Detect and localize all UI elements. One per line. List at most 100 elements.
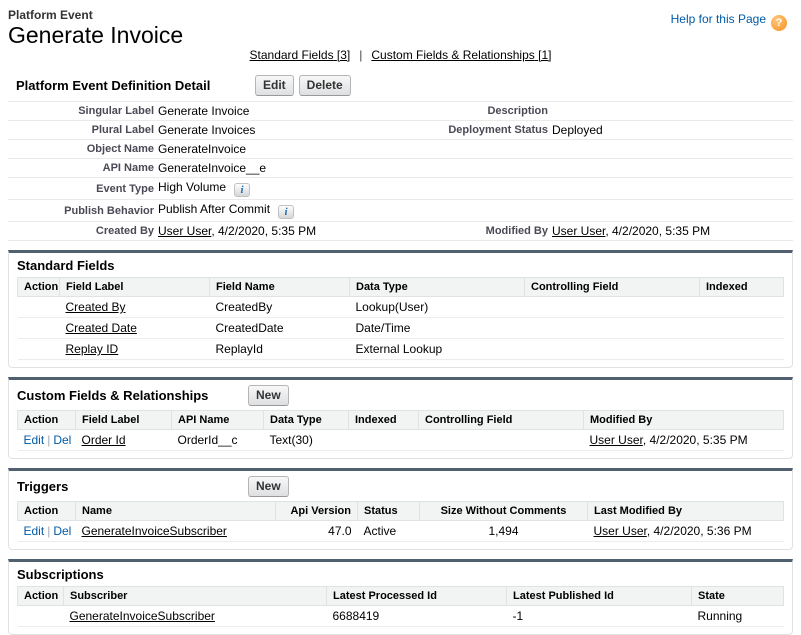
- event-type-value: High Volume: [158, 180, 227, 194]
- field-value: Deployed: [550, 120, 793, 140]
- column-header-subscriber: Subscriber: [63, 586, 327, 606]
- modified-by-timestamp: , 4/2/2020, 5:35 PM: [642, 433, 748, 447]
- section-title: Standard Fields: [17, 258, 115, 273]
- field-value: [550, 158, 793, 178]
- field-label: Event Type: [8, 177, 156, 200]
- page-header: Platform Event Generate Invoice Help for…: [0, 0, 801, 48]
- controlling-field-cell: [524, 317, 700, 339]
- column-header-modified-by: Modified By: [583, 410, 784, 430]
- detail-row: Publish Behavior Publish After Commit i: [8, 199, 793, 222]
- detail-row: Created By User User, 4/2/2020, 5:35 PM …: [8, 221, 793, 241]
- triggers-header: Triggers New: [9, 471, 792, 501]
- column-header-latest-processed-id: Latest Processed Id: [326, 586, 507, 606]
- field-label: [406, 139, 550, 159]
- subscriber-link[interactable]: GenerateInvoiceSubscriber: [69, 609, 215, 623]
- field-value: GenerateInvoice__e: [156, 158, 406, 178]
- data-type-cell: External Lookup: [349, 338, 525, 360]
- size-without-comments-cell: 1,494: [419, 520, 588, 542]
- field-label-link[interactable]: Replay ID: [65, 342, 119, 356]
- modified-by-user-link[interactable]: User User: [552, 224, 606, 238]
- delete-button[interactable]: Delete: [298, 75, 351, 96]
- detail-row: Singular Label Generate Invoice Descript…: [8, 101, 793, 121]
- indexed-cell: [699, 317, 784, 339]
- help-icon[interactable]: ?: [771, 15, 787, 31]
- custom-fields-header: Custom Fields & Relationships New: [9, 380, 792, 410]
- field-label-link[interactable]: Order Id: [81, 433, 126, 447]
- help-for-this-page-link[interactable]: Help for this Page?: [671, 12, 787, 31]
- link-count: [3]: [336, 48, 351, 62]
- field-label: Object Name: [8, 139, 156, 159]
- edit-link[interactable]: Edit: [23, 524, 45, 538]
- column-header-action: Action: [17, 586, 64, 606]
- indexed-cell: [699, 338, 784, 360]
- created-by-user-link[interactable]: User User: [158, 224, 212, 238]
- field-value: Generate Invoices: [156, 120, 406, 140]
- last-modified-by-cell: User User, 4/2/2020, 5:36 PM: [587, 520, 784, 542]
- last-modified-user-link[interactable]: User User: [593, 524, 647, 538]
- publish-behavior-value: Publish After Commit: [158, 202, 271, 216]
- controlling-field-cell: [418, 429, 584, 451]
- field-label: Plural Label: [8, 120, 156, 140]
- link-label: Standard Fields: [249, 48, 334, 62]
- table-header-row: Action Name Api Version Status Size With…: [17, 501, 784, 521]
- section-title: Custom Fields & Relationships: [17, 388, 209, 403]
- table-row: Replay ID ReplayId External Lookup: [17, 338, 784, 360]
- column-header-field-name: Field Name: [209, 277, 350, 297]
- custom-fields-table: Action Field Label API Name Data Type In…: [17, 410, 784, 451]
- indexed-cell: [348, 429, 419, 451]
- section-title: Subscriptions: [17, 567, 104, 582]
- info-icon[interactable]: i: [234, 183, 251, 197]
- created-by-timestamp: , 4/2/2020, 5:35 PM: [211, 224, 317, 238]
- modified-by-user-link[interactable]: User User: [589, 433, 643, 447]
- column-header-indexed: Indexed: [348, 410, 419, 430]
- standard-fields-jump-link[interactable]: Standard Fields [3]: [250, 48, 351, 62]
- new-custom-field-button[interactable]: New: [248, 385, 289, 406]
- detail-section-title: Platform Event Definition Detail: [16, 78, 211, 93]
- edit-button[interactable]: Edit: [255, 75, 294, 96]
- del-link[interactable]: Del: [53, 433, 72, 447]
- custom-fields-section: Custom Fields & Relationships New Action…: [8, 377, 793, 459]
- column-header-data-type: Data Type: [349, 277, 525, 297]
- status-cell: Active: [357, 520, 420, 542]
- detail-row: Object Name GenerateInvoice: [8, 139, 793, 159]
- field-value: [550, 177, 793, 200]
- indexed-cell: [699, 296, 784, 318]
- field-value: Generate Invoice: [156, 101, 406, 121]
- table-row: Created By CreatedBy Lookup(User): [17, 296, 784, 318]
- section-title: Triggers: [17, 479, 69, 494]
- table-header-row: Action Subscriber Latest Processed Id La…: [17, 586, 784, 606]
- new-trigger-button[interactable]: New: [248, 476, 289, 497]
- standard-fields-header: Standard Fields: [9, 253, 792, 277]
- table-row: Edit | Del GenerateInvoiceSubscriber 47.0 …: [17, 520, 784, 542]
- detail-table: Singular Label Generate Invoice Descript…: [8, 101, 793, 241]
- field-value: High Volume i: [156, 177, 406, 200]
- data-type-cell: Text(30): [263, 429, 349, 451]
- table-header-row: Action Field Label Field Name Data Type …: [17, 277, 784, 297]
- column-header-action: Action: [17, 410, 76, 430]
- detail-header: Platform Event Definition Detail Edit De…: [8, 75, 793, 96]
- section-jump-links: Standard Fields [3] | Custom Fields & Rela…: [0, 48, 801, 62]
- standard-fields-section: Standard Fields Action Field Label Field…: [8, 250, 793, 368]
- table-header-row: Action Field Label API Name Data Type In…: [17, 410, 784, 430]
- field-name-cell: ReplayId: [209, 338, 350, 360]
- column-header-status: Status: [357, 501, 420, 521]
- custom-fields-jump-link[interactable]: Custom Fields & Relationships [1]: [371, 48, 551, 62]
- entity-type-label: Platform Event: [8, 8, 93, 22]
- last-modified-timestamp: , 4/2/2020, 5:36 PM: [646, 524, 752, 538]
- api-name-cell: OrderId__c: [171, 429, 264, 451]
- field-value: [550, 101, 793, 121]
- info-icon[interactable]: i: [278, 205, 295, 219]
- controlling-field-cell: [524, 338, 700, 360]
- field-label-link[interactable]: Created Date: [65, 321, 137, 335]
- data-type-cell: Lookup(User): [349, 296, 525, 318]
- trigger-name-link[interactable]: GenerateInvoiceSubscriber: [81, 524, 227, 538]
- edit-link[interactable]: Edit: [23, 433, 45, 447]
- action-cell: [17, 338, 60, 360]
- help-link-label: Help for this Page: [670, 12, 766, 26]
- triggers-table: Action Name Api Version Status Size With…: [17, 501, 784, 542]
- del-link[interactable]: Del: [53, 524, 72, 538]
- field-label-link[interactable]: Created By: [65, 300, 126, 314]
- page-title: Generate Invoice: [8, 22, 184, 48]
- column-header-latest-published-id: Latest Published Id: [506, 586, 692, 606]
- field-value: [550, 139, 793, 159]
